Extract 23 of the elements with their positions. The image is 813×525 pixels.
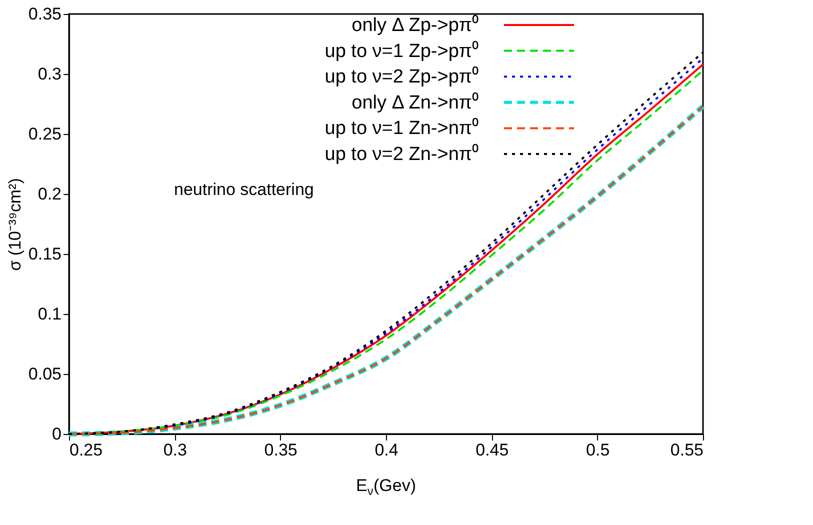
y-tick-label: 0.3 xyxy=(38,64,62,84)
x-tick-label: 0.45 xyxy=(476,440,509,460)
legend-label: up to ν=1 Zn->nπ⁰ xyxy=(324,117,479,140)
y-tick-label: 0.1 xyxy=(38,304,62,324)
x-tick-label: 0.55 xyxy=(670,440,704,460)
y-tick-label: 0.2 xyxy=(38,184,62,204)
y-tick-label: 0.15 xyxy=(28,244,62,264)
y-tick-label: 0.35 xyxy=(28,4,62,24)
y-tick-label: 0 xyxy=(52,424,62,444)
legend-label: up to ν=1 Zp->pπ⁰ xyxy=(324,40,479,62)
y-axis-title: σ (10⁻³⁹cm²) xyxy=(5,178,24,271)
legend-label: only Δ Zp->pπ⁰ xyxy=(352,14,479,36)
y-tick-label: 0.25 xyxy=(28,124,62,144)
annotation: neutrino scattering xyxy=(174,180,314,199)
legend-label: up to ν=2 Zp->pπ⁰ xyxy=(324,66,479,88)
x-tick-label: 0.35 xyxy=(264,440,298,460)
x-tick-label: 0.25 xyxy=(70,440,103,460)
legend-label: up to ν=2 Zn->nπ⁰ xyxy=(324,143,479,165)
y-tick-label: 0.05 xyxy=(28,364,62,384)
x-tick-label: 0.5 xyxy=(586,440,610,460)
legend-label: only Δ Zn->nπ⁰ xyxy=(352,91,479,114)
x-tick-label: 0.3 xyxy=(163,440,187,460)
x-tick-label: 0.4 xyxy=(374,440,398,460)
